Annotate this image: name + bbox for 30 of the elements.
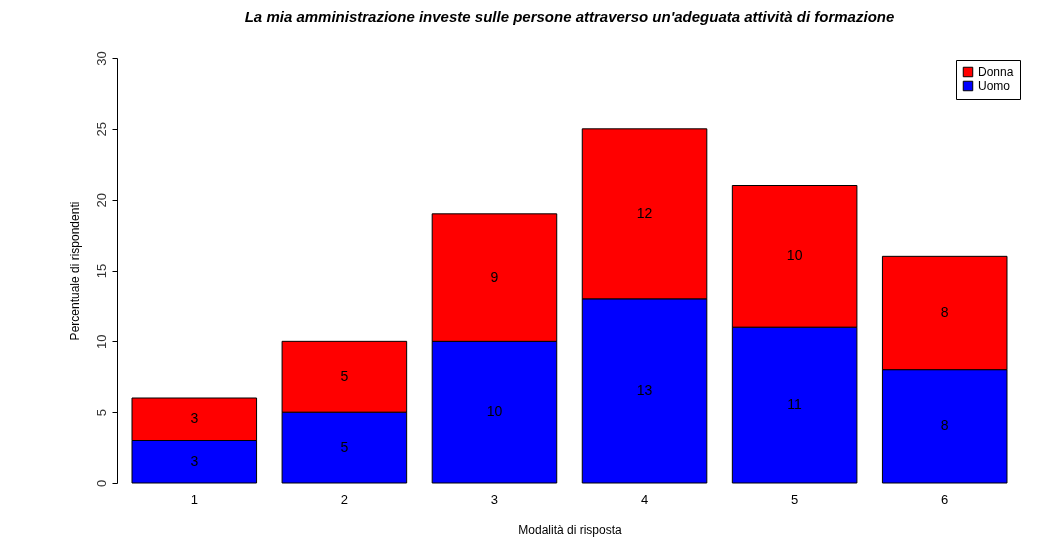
x-tick-label: 6 bbox=[941, 491, 949, 507]
data-label: 11 bbox=[787, 396, 803, 413]
y-tick-label: 20 bbox=[93, 192, 109, 208]
data-label: 10 bbox=[786, 247, 803, 264]
chart-title: La mia amministrazione investe sulle persone attraverso un'adeguata attività di formazione bbox=[244, 7, 895, 25]
data-label: 8 bbox=[940, 417, 949, 434]
legend-label: Uomo bbox=[978, 79, 1011, 93]
y-tick-label: 30 bbox=[93, 51, 109, 66]
y-tick-label: 15 bbox=[93, 263, 109, 279]
data-label: 10 bbox=[486, 403, 503, 420]
data-label: 8 bbox=[940, 304, 949, 320]
data-label: 12 bbox=[636, 204, 653, 221]
y-axis-title: Percentuale di rispondenti bbox=[67, 201, 82, 341]
legend-label: Donna bbox=[978, 65, 1014, 79]
x-tick-label: 2 bbox=[340, 491, 348, 507]
data-label: 13 bbox=[636, 381, 653, 398]
data-label: 3 bbox=[190, 410, 199, 427]
data-label: 3 bbox=[190, 452, 199, 469]
y-tick-label: 5 bbox=[93, 409, 109, 417]
x-axis-title: Modalità di risposta bbox=[518, 522, 623, 537]
data-label: 5 bbox=[340, 367, 349, 384]
y-tick-label: 10 bbox=[93, 334, 109, 350]
x-tick-label: 4 bbox=[640, 491, 649, 507]
x-tick-label: 1 bbox=[190, 491, 198, 507]
data-label: 5 bbox=[340, 438, 349, 455]
x-tick-label: 3 bbox=[490, 491, 499, 507]
y-tick-label: 0 bbox=[93, 479, 109, 488]
x-tick-label: 5 bbox=[791, 491, 799, 507]
data-label: 9 bbox=[490, 268, 499, 285]
y-tick-label: 25 bbox=[93, 122, 109, 137]
